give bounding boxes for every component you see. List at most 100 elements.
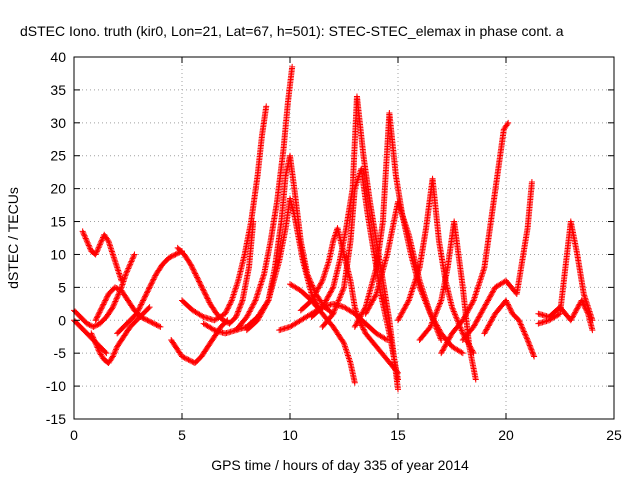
data-point bbox=[581, 304, 588, 311]
data-point bbox=[570, 312, 577, 319]
data-point bbox=[125, 264, 132, 271]
data-point bbox=[90, 336, 97, 343]
data-point bbox=[181, 354, 188, 361]
data-point bbox=[112, 297, 119, 304]
data-point bbox=[481, 304, 488, 311]
data-point bbox=[450, 308, 457, 315]
data-point bbox=[99, 302, 106, 309]
data-point bbox=[480, 305, 487, 312]
x-tick-label: 10 bbox=[282, 427, 298, 443]
data-point bbox=[151, 275, 158, 282]
data-point bbox=[260, 306, 267, 313]
data-point bbox=[435, 329, 442, 336]
data-point bbox=[360, 325, 367, 332]
series bbox=[319, 165, 401, 383]
data-point bbox=[145, 305, 152, 312]
data-point bbox=[338, 291, 344, 298]
data-point bbox=[233, 313, 239, 320]
data-point bbox=[486, 294, 493, 301]
data-point bbox=[250, 301, 257, 308]
data-point bbox=[111, 301, 118, 308]
data-point bbox=[363, 309, 370, 316]
y-tick-label: 0 bbox=[58, 312, 66, 328]
y-tick-label: -5 bbox=[54, 345, 67, 361]
data-point bbox=[395, 376, 401, 383]
data-point bbox=[504, 301, 511, 308]
data-point bbox=[94, 313, 101, 320]
data-point bbox=[505, 302, 512, 309]
data-point bbox=[104, 236, 111, 243]
data-point bbox=[360, 326, 367, 333]
data-point bbox=[520, 328, 527, 335]
data-point bbox=[93, 248, 100, 255]
data-point bbox=[395, 315, 402, 322]
y-tick-label: -10 bbox=[46, 378, 66, 394]
data-point bbox=[199, 285, 206, 292]
data-point bbox=[192, 271, 199, 278]
data-point bbox=[136, 304, 143, 311]
data-point bbox=[246, 308, 253, 315]
data-point bbox=[465, 306, 472, 313]
data-point bbox=[188, 358, 195, 365]
data-point bbox=[150, 276, 157, 283]
data-point bbox=[154, 322, 161, 329]
data-point bbox=[137, 313, 144, 320]
data-point bbox=[152, 321, 159, 328]
data-point bbox=[251, 298, 258, 305]
y-tick-label: 40 bbox=[50, 49, 66, 65]
data-point bbox=[526, 342, 533, 349]
data-point bbox=[444, 338, 451, 345]
data-point bbox=[220, 317, 227, 324]
data-point bbox=[188, 263, 195, 270]
data-point bbox=[134, 309, 141, 316]
data-point bbox=[243, 313, 250, 320]
y-tick-label: 10 bbox=[50, 246, 66, 262]
data-point bbox=[141, 315, 148, 322]
data-point bbox=[451, 309, 458, 316]
data-point bbox=[95, 245, 102, 252]
data-point bbox=[225, 304, 232, 311]
data-point bbox=[453, 315, 460, 322]
data-point bbox=[124, 268, 131, 275]
data-point bbox=[205, 298, 212, 305]
data-point bbox=[474, 317, 481, 324]
data-point bbox=[330, 310, 337, 317]
data-point bbox=[141, 294, 148, 301]
series bbox=[174, 218, 257, 327]
data-point bbox=[136, 305, 143, 312]
data-point bbox=[351, 323, 358, 330]
data-point bbox=[130, 252, 137, 259]
data-point bbox=[152, 272, 159, 279]
data-point bbox=[264, 298, 271, 305]
data-point bbox=[153, 321, 160, 328]
data-point bbox=[101, 298, 108, 305]
data-point bbox=[191, 269, 198, 276]
data-point bbox=[477, 310, 484, 317]
data-point bbox=[476, 313, 483, 320]
data-point bbox=[428, 320, 435, 327]
data-point bbox=[197, 281, 204, 288]
data-point bbox=[519, 324, 526, 331]
data-point bbox=[442, 342, 449, 349]
data-point bbox=[139, 298, 146, 305]
data-point bbox=[96, 309, 103, 316]
series bbox=[287, 281, 358, 386]
series bbox=[459, 179, 535, 344]
data-point bbox=[97, 240, 104, 247]
data-point bbox=[95, 244, 102, 251]
data-point bbox=[196, 279, 203, 286]
data-point bbox=[467, 304, 473, 311]
data-point bbox=[522, 332, 529, 339]
x-tick-label: 0 bbox=[70, 427, 78, 443]
data-point bbox=[113, 345, 120, 352]
data-point bbox=[440, 346, 447, 353]
data-point bbox=[370, 296, 377, 303]
data-point bbox=[473, 318, 480, 325]
data-point bbox=[328, 288, 335, 295]
data-point bbox=[518, 322, 525, 329]
data-point bbox=[572, 308, 579, 315]
data-point bbox=[522, 331, 529, 338]
data-point bbox=[359, 323, 366, 330]
data-point bbox=[187, 261, 194, 268]
data-point bbox=[140, 296, 147, 303]
